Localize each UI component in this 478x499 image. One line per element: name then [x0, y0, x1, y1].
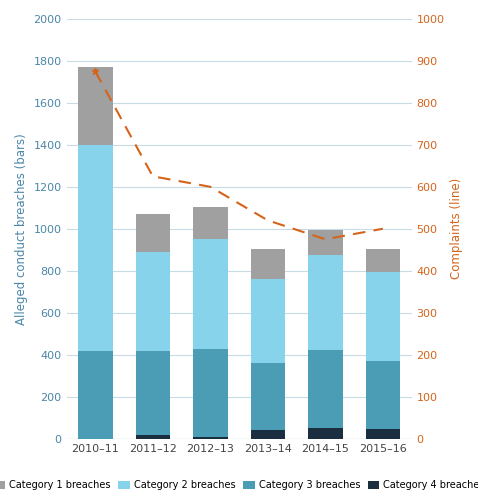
- Bar: [136, 351, 170, 435]
- Bar: [193, 438, 228, 439]
- Bar: [366, 429, 400, 439]
- Y-axis label: Alleged conduct breaches (bars): Alleged conduct breaches (bars): [15, 133, 28, 325]
- Bar: [366, 361, 400, 429]
- Bar: [78, 351, 112, 439]
- Bar: [136, 435, 170, 439]
- Bar: [250, 363, 285, 430]
- Legend: Category 1 breaches, Category 2 breaches, Category 3 breaches, Category 4 breach: Category 1 breaches, Category 2 breaches…: [0, 477, 478, 494]
- Bar: [250, 249, 285, 279]
- Bar: [78, 67, 112, 145]
- Y-axis label: Complaints (line): Complaints (line): [450, 178, 463, 279]
- Bar: [193, 207, 228, 239]
- Bar: [193, 349, 228, 438]
- Bar: [193, 239, 228, 349]
- Bar: [250, 430, 285, 439]
- Bar: [308, 428, 343, 439]
- Bar: [308, 350, 343, 428]
- Bar: [366, 272, 400, 361]
- Bar: [136, 214, 170, 252]
- Bar: [308, 255, 343, 350]
- Bar: [366, 249, 400, 272]
- Bar: [250, 279, 285, 363]
- Bar: [136, 252, 170, 351]
- Bar: [78, 145, 112, 351]
- Bar: [308, 230, 343, 255]
